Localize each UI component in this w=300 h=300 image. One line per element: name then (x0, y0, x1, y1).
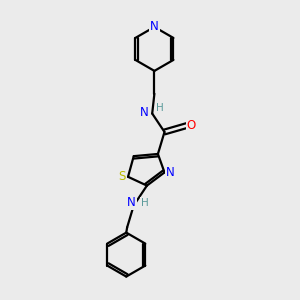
Text: N: N (127, 196, 136, 209)
Text: N: N (166, 166, 175, 179)
Text: H: H (156, 103, 164, 113)
Text: H: H (141, 198, 148, 208)
Text: N: N (150, 20, 159, 33)
Text: N: N (140, 106, 149, 119)
Text: O: O (187, 119, 196, 132)
Text: S: S (118, 170, 126, 183)
